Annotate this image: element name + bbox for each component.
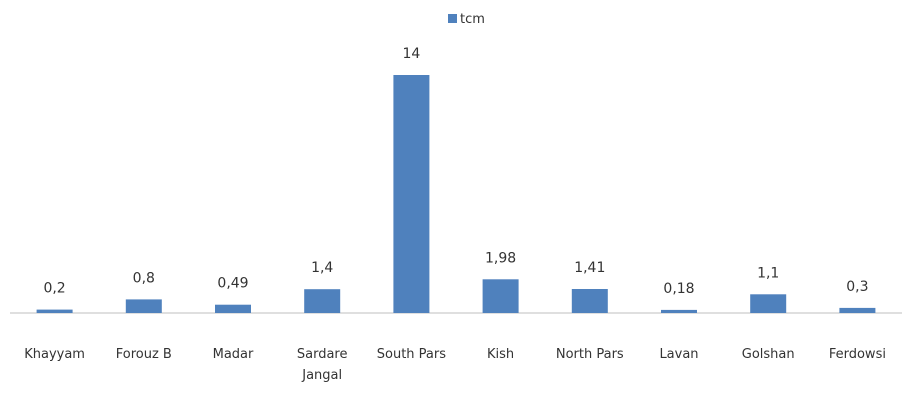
x-tick-label: Ferdowsi (829, 347, 886, 362)
data-label: 0,49 (217, 276, 248, 292)
data-label: 1,4 (311, 260, 333, 276)
bar-khayyam (36, 309, 73, 313)
x-tick-label: Forouz B (116, 347, 172, 362)
x-tick-label: Kish (487, 347, 514, 362)
x-tick-label: Golshan (742, 347, 795, 362)
bar-madar (215, 304, 251, 313)
x-tick-label: Jangal (301, 368, 342, 383)
bar-north-pars (571, 289, 608, 313)
x-tick-label: Lavan (659, 347, 698, 362)
bar-south-pars (393, 75, 430, 313)
bar-lavan (661, 309, 697, 313)
legend: tcm (448, 12, 485, 27)
x-tick-label: Madar (213, 347, 254, 362)
data-label: 1,41 (574, 260, 605, 276)
legend-swatch (448, 14, 457, 23)
legend-label: tcm (460, 12, 485, 27)
data-label: 0,8 (133, 270, 155, 286)
bars-group (36, 75, 876, 313)
data-label: 1,1 (757, 265, 779, 281)
data-label: 0,3 (846, 279, 868, 295)
bar-kish (482, 279, 519, 313)
data-labels-group: 0,2 0,8 0,49 1,4 14 1,98 1,41 0,18 1,1 0,3 (43, 46, 868, 297)
bar-ferdowsi (839, 307, 876, 313)
data-label: 14 (402, 46, 420, 62)
x-tick-label: South Pars (377, 347, 446, 362)
bar-golshan (750, 294, 787, 313)
bar-sardare-jangal (304, 289, 341, 313)
x-tick-labels-group: Khayyam Forouz B Madar Sardare Jangal South P… (24, 347, 886, 383)
x-tick-label: Sardare (297, 347, 348, 362)
bar-forouz-b (125, 299, 162, 313)
data-label: 0,18 (663, 281, 694, 297)
x-tick-label: North Pars (556, 347, 624, 362)
data-label: 0,2 (43, 281, 65, 297)
x-tick-label: Khayyam (24, 347, 85, 362)
data-label: 1,98 (485, 250, 516, 266)
